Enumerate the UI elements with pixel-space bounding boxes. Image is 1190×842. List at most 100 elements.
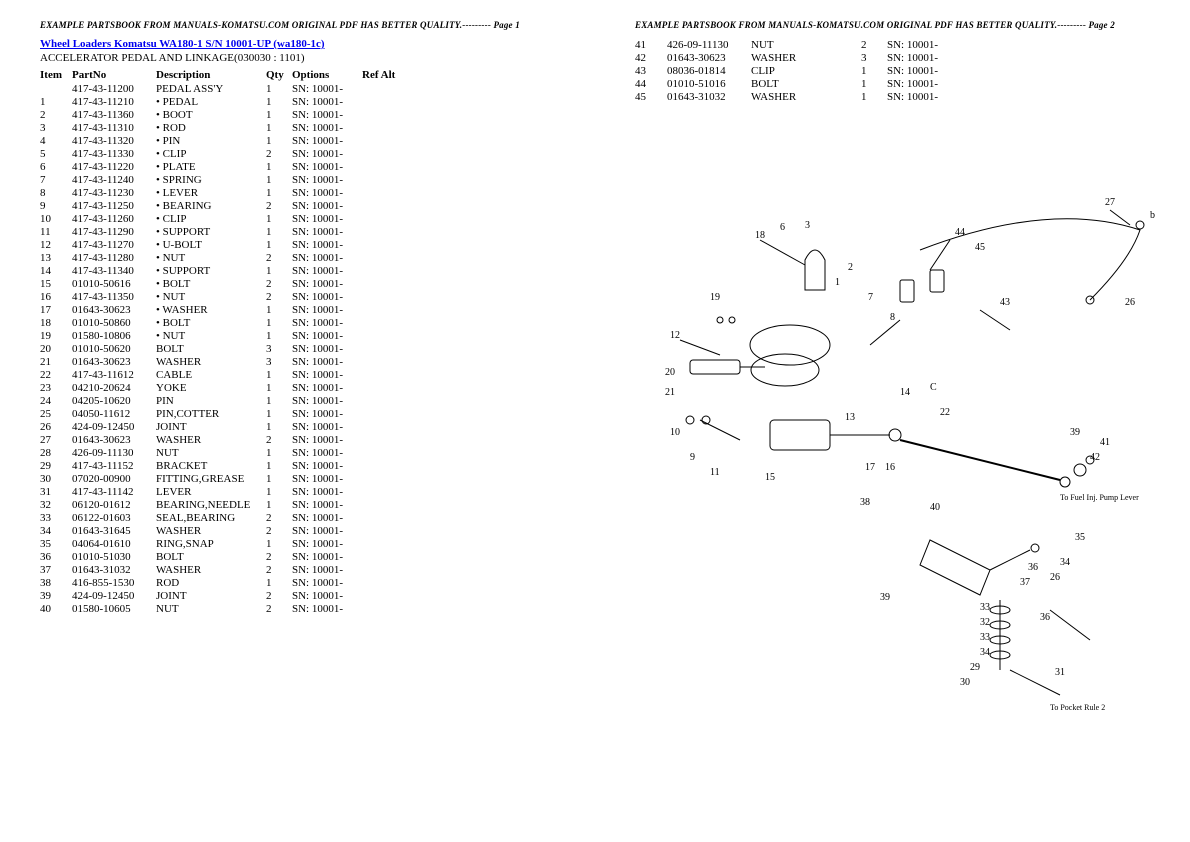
cell-partno: 01010-50860: [72, 316, 156, 329]
cell-ref: [362, 212, 412, 225]
svg-text:45: 45: [975, 242, 985, 253]
cell-opt: SN: 10001-: [292, 355, 362, 368]
svg-text:33: 33: [980, 632, 990, 643]
cell-item: 16: [40, 290, 72, 303]
cell-qty: 3: [861, 51, 887, 64]
table-row: 4501643-31032WASHER1SN: 10001-: [635, 90, 1007, 103]
cell-ref: [362, 238, 412, 251]
cell-partno: 417-43-11250: [72, 199, 156, 212]
cell-desc: • PIN: [156, 134, 266, 147]
svg-text:26: 26: [1050, 572, 1060, 583]
table-row: 28426-09-11130NUT1SN: 10001-: [40, 446, 412, 459]
cell-opt: SN: 10001-: [292, 238, 362, 251]
cell-item: 8: [40, 186, 72, 199]
cell-opt: SN: 10001-: [292, 95, 362, 108]
svg-text:17: 17: [865, 462, 875, 473]
cell-ref: [957, 90, 1007, 103]
cell-item: 12: [40, 238, 72, 251]
cell-partno: 04050-11612: [72, 407, 156, 420]
cell-desc: WASHER: [156, 433, 266, 446]
table-row: 3007020-00900FITTING,GREASE1SN: 10001-: [40, 472, 412, 485]
cell-desc: WASHER: [156, 355, 266, 368]
cell-item: 30: [40, 472, 72, 485]
cell-ref: [362, 576, 412, 589]
cell-partno: 417-43-11360: [72, 108, 156, 121]
svg-text:C: C: [930, 382, 937, 393]
table-row: 2001010-50620BOLT3SN: 10001-: [40, 342, 412, 355]
cell-opt: SN: 10001-: [292, 433, 362, 446]
cell-item: 24: [40, 394, 72, 407]
cell-desc: WASHER: [156, 563, 266, 576]
cell-qty: 1: [266, 121, 292, 134]
cell-item: 25: [40, 407, 72, 420]
svg-text:42: 42: [1090, 452, 1100, 463]
cell-qty: 2: [266, 277, 292, 290]
cell-partno: 06120-01612: [72, 498, 156, 511]
table-header-row: Item PartNo Description Qty Options Ref …: [40, 68, 412, 82]
cell-desc: SEAL,BEARING: [156, 511, 266, 524]
table-row: 13417-43-11280• NUT2SN: 10001-: [40, 251, 412, 264]
cell-desc: • WASHER: [156, 303, 266, 316]
cell-ref: [362, 602, 412, 615]
page-header: EXAMPLE PARTSBOOK FROM MANUALS-KOMATSU.C…: [40, 20, 555, 30]
cell-desc: • NUT: [156, 329, 266, 342]
svg-text:27: 27: [1105, 197, 1115, 208]
cell-opt: SN: 10001-: [292, 485, 362, 498]
cell-desc: ROD: [156, 576, 266, 589]
cell-ref: [362, 589, 412, 602]
parts-table-2: 41426-09-11130NUT2SN: 10001-4201643-3062…: [635, 38, 1007, 103]
cell-qty: 1: [266, 329, 292, 342]
cell-desc: • SPRING: [156, 173, 266, 186]
cell-qty: 1: [266, 95, 292, 108]
cell-opt: SN: 10001-: [292, 576, 362, 589]
svg-text:6: 6: [780, 222, 785, 233]
cell-qty: 1: [266, 238, 292, 251]
cell-opt: SN: 10001-: [292, 264, 362, 277]
cell-partno: 417-43-11142: [72, 485, 156, 498]
cell-desc: • PLATE: [156, 160, 266, 173]
cell-item: 17: [40, 303, 72, 316]
cell-ref: [362, 550, 412, 563]
table-row: 4401010-51016BOLT1SN: 10001-: [635, 77, 1007, 90]
cell-qty: 2: [266, 290, 292, 303]
cell-opt: SN: 10001-: [292, 186, 362, 199]
cell-partno: 08036-01814: [667, 64, 751, 77]
cell-partno: 01643-30623: [72, 433, 156, 446]
cell-ref: [362, 329, 412, 342]
cell-qty: 1: [266, 264, 292, 277]
diagram-note-bottom: To Pocket Rule 2: [1050, 703, 1105, 712]
cell-qty: 1: [266, 394, 292, 407]
table-row: 41426-09-11130NUT2SN: 10001-: [635, 38, 1007, 51]
table-row: 10417-43-11260• CLIP1SN: 10001-: [40, 212, 412, 225]
cell-opt: SN: 10001-: [887, 77, 957, 90]
svg-text:35: 35: [1075, 532, 1085, 543]
cell-partno: 417-43-11240: [72, 173, 156, 186]
cell-qty: 1: [266, 303, 292, 316]
col-header-partno: PartNo: [72, 68, 156, 82]
cell-opt: SN: 10001-: [292, 147, 362, 160]
table-row: 4001580-10605NUT2SN: 10001-: [40, 602, 412, 615]
cell-opt: SN: 10001-: [292, 290, 362, 303]
cell-desc: • SUPPORT: [156, 264, 266, 277]
cell-partno: 417-43-11220: [72, 160, 156, 173]
cell-item: 38: [40, 576, 72, 589]
svg-text:7: 7: [868, 292, 873, 303]
cell-ref: [362, 459, 412, 472]
svg-text:37: 37: [1020, 577, 1030, 588]
cell-item: 43: [635, 64, 667, 77]
cell-qty: 2: [266, 602, 292, 615]
cell-item: 31: [40, 485, 72, 498]
cell-ref: [362, 134, 412, 147]
cell-qty: 1: [266, 108, 292, 121]
cell-opt: SN: 10001-: [292, 394, 362, 407]
title-link[interactable]: Wheel Loaders Komatsu WA180-1 S/N 10001-…: [40, 38, 325, 50]
svg-text:12: 12: [670, 330, 680, 341]
cell-item: 19: [40, 329, 72, 342]
cell-desc: JOINT: [156, 589, 266, 602]
cell-opt: SN: 10001-: [292, 602, 362, 615]
cell-opt: SN: 10001-: [292, 121, 362, 134]
cell-partno: 01643-30623: [667, 51, 751, 64]
cell-partno: 424-09-12450: [72, 420, 156, 433]
cell-ref: [362, 316, 412, 329]
cell-partno: 01010-50620: [72, 342, 156, 355]
